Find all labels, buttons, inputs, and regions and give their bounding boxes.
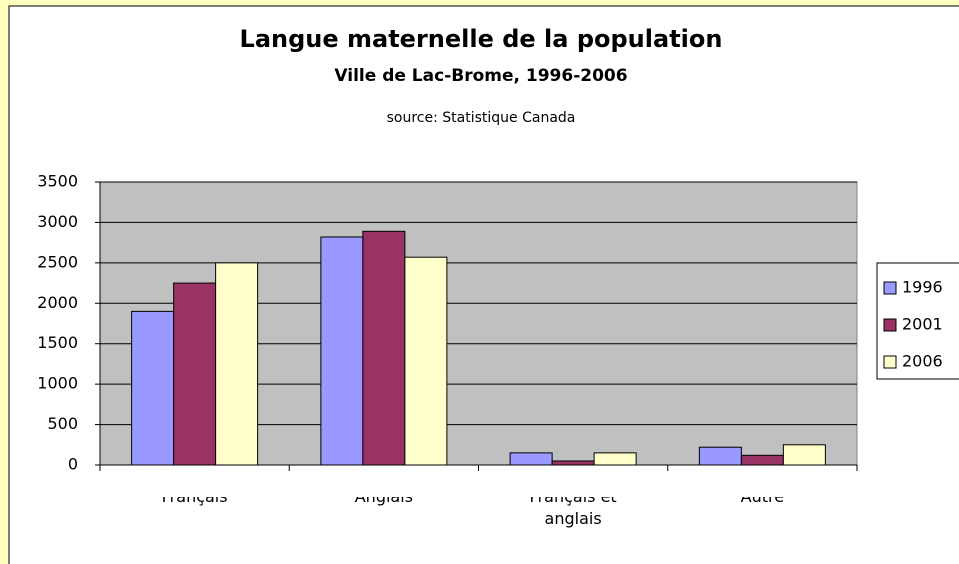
chart-source: source: Statistique Canada [387,110,576,126]
y-tick-label: 1000 [37,374,78,393]
bar [698,446,742,466]
bar [740,454,784,466]
x-tick-label: Français [125,497,265,508]
chart-title: Langue maternelle de la population [240,25,723,53]
bar [215,262,259,466]
x-tick-label: Français et anglais [530,497,617,528]
y-tick-label: 500 [47,414,78,433]
bar [593,452,637,466]
bar [173,282,217,466]
chart-subtitle: Ville de Lac-Brome, 1996-2006 [334,66,627,86]
bar [551,460,595,466]
bar [131,310,175,466]
bar [362,230,406,466]
bar [404,256,448,466]
x-tick-label-box: Français [125,497,265,508]
y-tick-label: 3000 [37,212,78,231]
x-tick-label-box: Anglais [314,497,454,508]
y-tick-label: 2000 [37,293,78,312]
x-tick-label: Autre [692,497,832,508]
y-tick-label: 1500 [37,333,78,352]
y-tick-label: 0 [68,455,78,474]
bar [320,236,364,466]
y-tick-label: 3500 [37,172,78,191]
legend-swatch [883,318,897,332]
legend-label: 2001 [902,315,943,334]
legend-label: 1996 [902,278,943,297]
legend-swatch [883,355,897,369]
x-tick-label-box: Français et anglais [530,497,617,528]
y-tick-label: 2500 [37,252,78,271]
legend-swatch [883,281,897,295]
x-tick-label: Anglais [314,497,454,508]
bar [509,452,553,466]
bar [782,444,826,466]
legend-label: 2006 [902,352,943,371]
x-tick-label-box: Autre [692,497,832,508]
